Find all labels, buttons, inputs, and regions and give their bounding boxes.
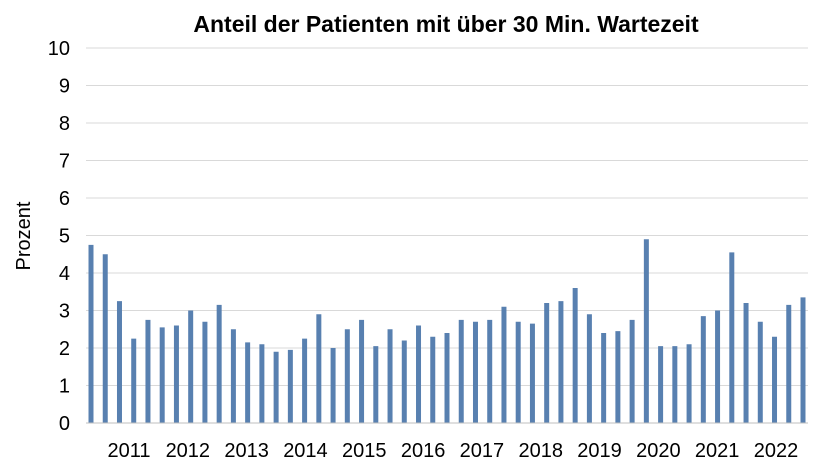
bar (245, 342, 251, 424)
y-tick-label: 4 (59, 263, 70, 285)
x-tick-label: 2022 (754, 440, 799, 462)
bar (287, 349, 293, 424)
x-tick-label: 2016 (401, 440, 446, 462)
bars (88, 239, 806, 424)
x-tick-label: 2013 (224, 440, 269, 462)
bar (173, 325, 179, 423)
x-tick-label: 2019 (577, 440, 622, 462)
y-tick-label: 2 (59, 338, 70, 360)
bar (615, 331, 621, 424)
x-tick-label: 2012 (166, 440, 211, 462)
x-tick-label: 2018 (518, 440, 563, 462)
bar (344, 329, 350, 423)
bar (444, 333, 450, 423)
bar (373, 346, 379, 424)
bar (88, 244, 94, 424)
bar (102, 254, 108, 423)
bar (629, 319, 635, 424)
bar (230, 329, 236, 423)
y-tick-label: 3 (59, 301, 70, 323)
y-tick-label: 6 (59, 188, 70, 210)
y-axis-label: Prozent (13, 201, 35, 270)
bar (387, 329, 393, 423)
bar (786, 304, 792, 424)
bar (729, 252, 735, 423)
y-tick-label: 9 (59, 76, 70, 98)
y-tick-label: 5 (59, 226, 70, 248)
bar (188, 310, 194, 423)
bar (259, 344, 265, 423)
x-tick-label: 2011 (107, 440, 150, 462)
bar (515, 321, 521, 423)
bar (658, 346, 664, 424)
bar (330, 348, 336, 423)
chart-title: Anteil der Patienten mit über 30 Min. Wa… (193, 11, 699, 37)
bar (529, 323, 535, 424)
bar (501, 306, 507, 423)
x-tick-labels: 2011 2012 2013 2014 2015 2016 2017 2018 2019 2020… (107, 440, 798, 462)
bar (430, 336, 436, 423)
bar (116, 301, 122, 424)
x-tick-label: 2017 (460, 440, 505, 462)
bar (643, 239, 649, 423)
bar (700, 316, 706, 424)
bar (757, 321, 763, 423)
bar (800, 297, 806, 424)
bar (131, 338, 137, 424)
bar (558, 301, 564, 424)
bar (544, 303, 550, 423)
y-tick-label: 8 (59, 113, 70, 135)
bar (458, 319, 464, 424)
bar (772, 336, 778, 423)
x-tick-label: 2015 (342, 440, 387, 462)
bar (159, 327, 165, 424)
bar (715, 310, 721, 423)
y-tick-label: 1 (59, 376, 70, 398)
bar (316, 314, 322, 423)
bar (416, 325, 422, 423)
y-tick-label: 0 (59, 413, 70, 435)
bar (586, 314, 592, 423)
bar (145, 319, 151, 424)
bar (216, 304, 222, 424)
bar (401, 340, 407, 423)
bar (743, 303, 749, 423)
bar (672, 346, 678, 424)
y-tick-label: 7 (59, 151, 70, 173)
y-tick-label: 10 (48, 38, 70, 60)
x-tick-label: 2021 (695, 440, 740, 462)
bar (302, 338, 308, 424)
bar (487, 319, 493, 424)
bar (359, 319, 365, 424)
bar (202, 321, 208, 423)
x-tick-label: 2014 (283, 440, 328, 462)
bar (686, 344, 692, 423)
y-tick-labels: 0 1 2 3 4 5 6 7 8 9 10 (48, 38, 70, 435)
bar (273, 351, 279, 423)
bar (601, 333, 607, 423)
bar (472, 321, 478, 423)
bar (572, 288, 578, 423)
x-tick-label: 2020 (636, 440, 681, 462)
